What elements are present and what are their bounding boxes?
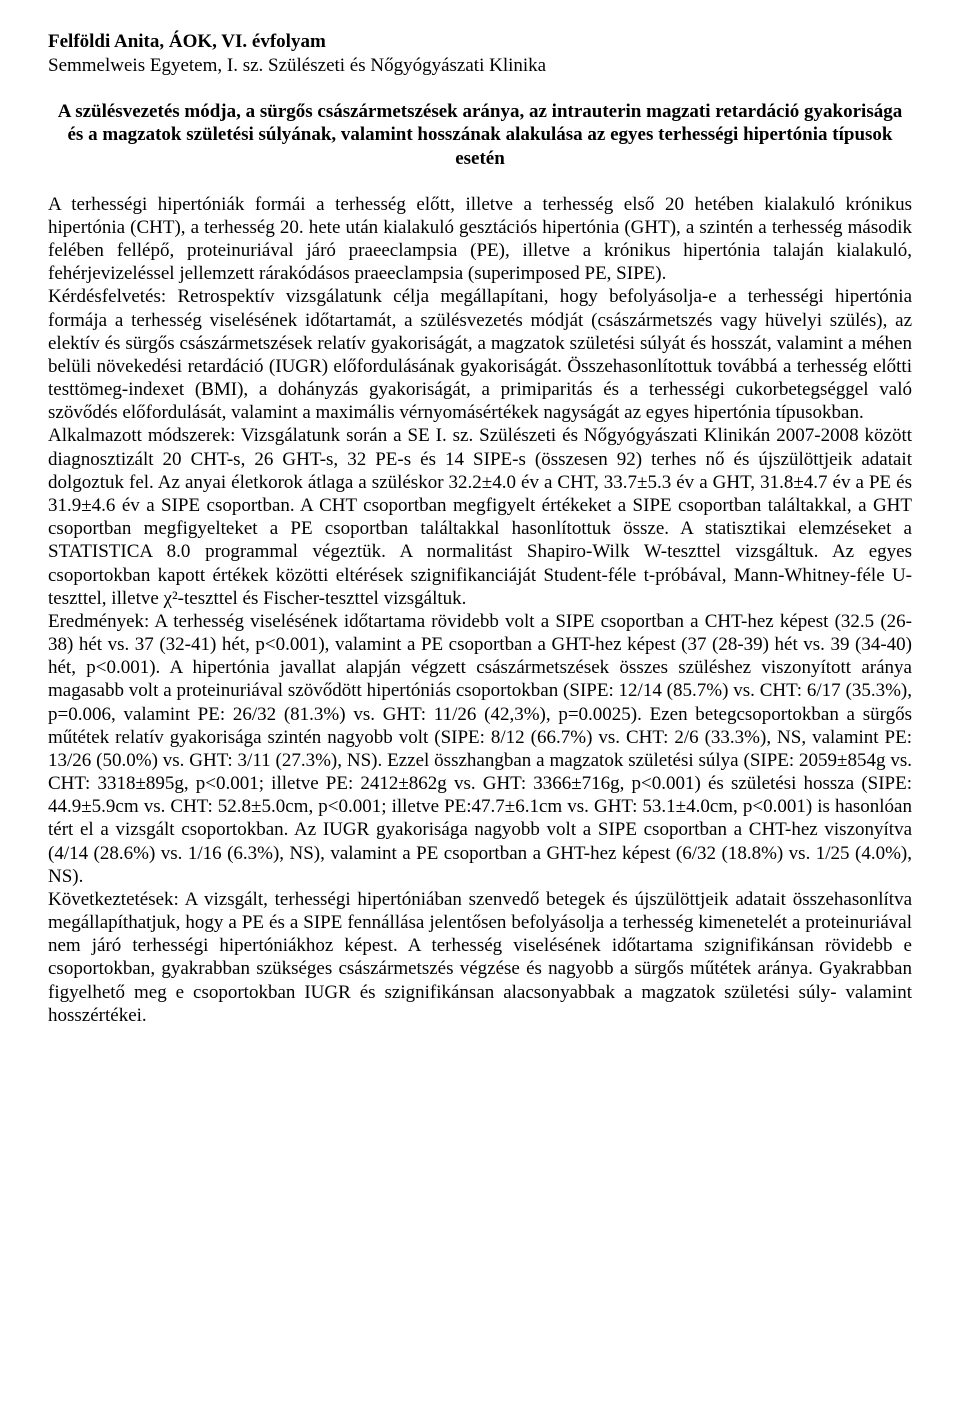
institution-name: Semmelweis Egyetem, I. sz. Szülészeti és… bbox=[48, 54, 912, 78]
author-name: Felföldi Anita, ÁOK, VI. évfolyam bbox=[48, 30, 912, 54]
body-paragraph: A terhességi hipertóniák formái a terhes… bbox=[48, 193, 912, 1027]
document-body: A terhességi hipertóniák formái a terhes… bbox=[48, 193, 912, 1027]
document-title: A szülésvezetés módja, a sürgős császárm… bbox=[48, 100, 912, 171]
